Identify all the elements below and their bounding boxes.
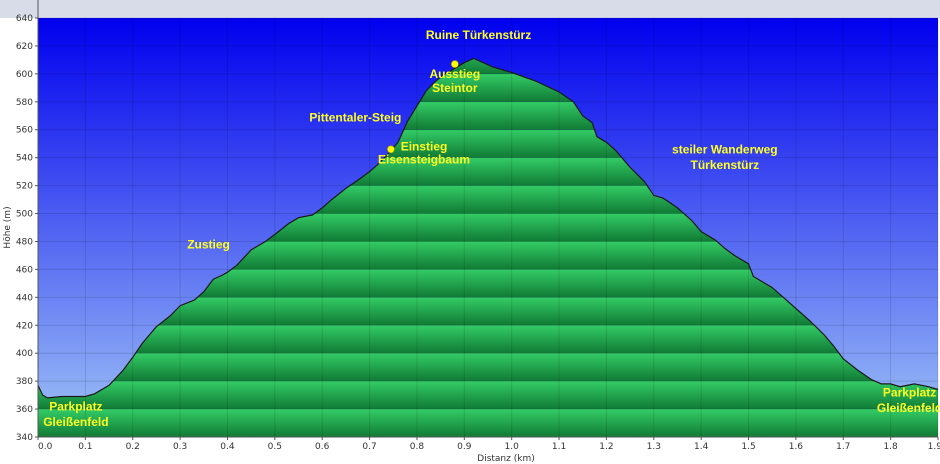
y-tick-label: 520 bbox=[16, 182, 33, 192]
y-axis-title: Höhe (m) bbox=[3, 206, 13, 248]
x-tick-label: 1.4 bbox=[694, 442, 709, 452]
area-band bbox=[38, 381, 938, 410]
x-tick-label: 1.3 bbox=[647, 442, 661, 452]
y-tick-label: 540 bbox=[16, 154, 33, 164]
elevation-line bbox=[37, 57, 939, 399]
area-band bbox=[38, 409, 938, 437]
y-tick-label: 380 bbox=[16, 377, 33, 387]
x-tick-label: 1.5 bbox=[741, 442, 755, 452]
x-tick-label: 1.6 bbox=[789, 442, 804, 452]
annotation-label: steiler Wanderweg bbox=[672, 142, 778, 156]
y-tick-label: 500 bbox=[16, 210, 33, 220]
x-tick-label: 0.2 bbox=[126, 442, 140, 452]
annotation-label: Einstieg bbox=[401, 140, 448, 154]
x-tick-label: 0.4 bbox=[220, 442, 235, 452]
x-tick-label: 0.0 bbox=[38, 442, 53, 452]
x-tick-label: 0.1 bbox=[78, 442, 92, 452]
y-tick-label: 480 bbox=[16, 237, 33, 247]
x-tick-label: 0.7 bbox=[362, 442, 376, 452]
x-tick-label: 0.9 bbox=[457, 442, 472, 452]
x-tick-label: 0.3 bbox=[173, 442, 187, 452]
waypoint-marker bbox=[451, 60, 459, 68]
y-tick-label: 360 bbox=[16, 405, 33, 415]
x-tick-label: 1.2 bbox=[599, 442, 613, 452]
x-tick-label: 0.6 bbox=[315, 442, 330, 452]
annotation-label: Steintor bbox=[432, 81, 478, 95]
top-band bbox=[0, 0, 940, 18]
x-axis-title: Distanz (km) bbox=[477, 454, 534, 464]
y-tick-label: 440 bbox=[16, 293, 33, 303]
x-tick-label: 0.8 bbox=[410, 442, 425, 452]
x-tick-label: 0.5 bbox=[268, 442, 282, 452]
annotation-label: Gleißenfeld bbox=[43, 415, 108, 429]
y-tick-label: 460 bbox=[16, 265, 33, 275]
x-tick-label: 1.7 bbox=[836, 442, 850, 452]
area-band bbox=[38, 353, 938, 382]
y-tick-label: 580 bbox=[16, 98, 33, 108]
y-tick-label: 420 bbox=[16, 321, 33, 331]
waypoint-marker bbox=[387, 145, 395, 154]
annotation-label: Pittentaler-Steig bbox=[309, 110, 401, 124]
x-tick-label: 1.1 bbox=[552, 442, 566, 452]
annotation-label: Parkplatz bbox=[883, 385, 936, 399]
annotation-label: Parkplatz bbox=[49, 399, 102, 413]
annotation-label: Eisensteigbaum bbox=[378, 152, 470, 166]
annotation-label: Ruine Türkenstürz bbox=[426, 28, 531, 42]
x-tick-label: 1.8 bbox=[883, 442, 898, 452]
y-tick-label: 560 bbox=[16, 126, 33, 136]
annotation-label: Türkenstürz bbox=[690, 158, 759, 172]
y-tick-label: 640 bbox=[16, 14, 33, 24]
y-tick-label: 400 bbox=[16, 349, 33, 359]
y-tick-label: 340 bbox=[16, 433, 33, 443]
x-tick-label: 1.9 bbox=[928, 442, 940, 452]
area-band bbox=[38, 325, 938, 354]
annotation-label: Zustieg bbox=[187, 237, 230, 251]
annotation-label: Ausstieg bbox=[429, 67, 480, 81]
y-tick-label: 620 bbox=[16, 42, 33, 52]
annotation-label: Gleißenfeld bbox=[877, 401, 940, 415]
y-tick-label: 600 bbox=[16, 70, 33, 80]
x-tick-label: 1.0 bbox=[505, 442, 520, 452]
